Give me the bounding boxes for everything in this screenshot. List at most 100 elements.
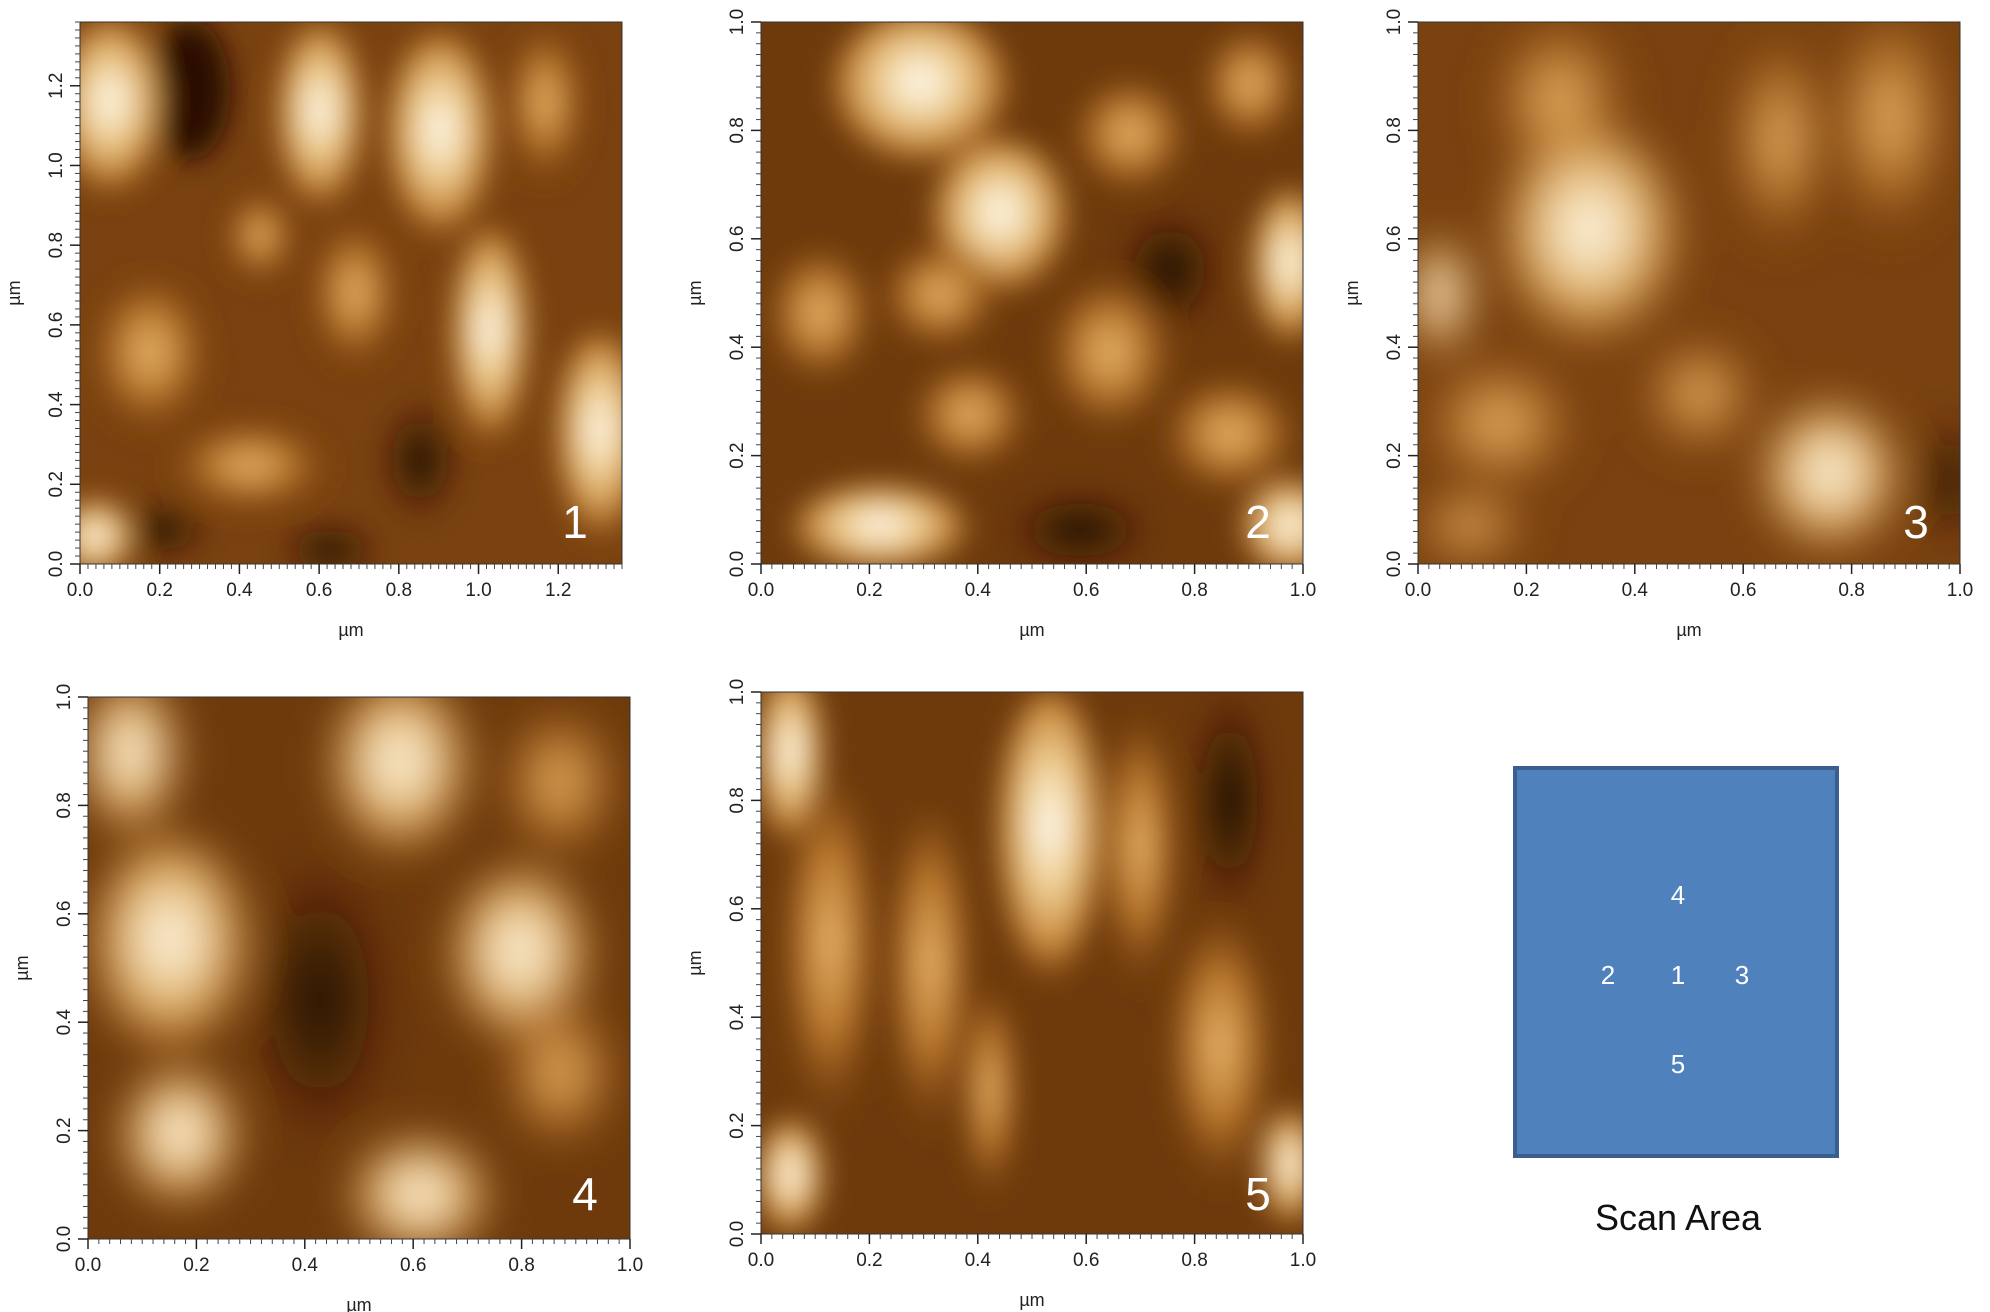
panel-label-3: 3 bbox=[1903, 496, 1929, 548]
scan-area-diagram: 4 2 1 3 5 Scan Area bbox=[1513, 766, 1839, 1238]
afm-panel-2: 0.0 0.2 0.4 0.6 0.8 1.0 0.0 0.2 0.4 0.6 0.8 1.0 µm µm… bbox=[685, 9, 1316, 640]
afm-panel-3: 0.0 0.2 0.4 0.6 0.8 1.0 0.0 0.2 0.4 0.6 0.8 1.0 µm µm… bbox=[1342, 9, 1973, 640]
y-tick-label: 1.0 bbox=[1384, 9, 1405, 35]
y-tick-label: 0.6 bbox=[54, 901, 75, 927]
y-axis-unit: µm bbox=[12, 955, 32, 980]
scan-position-4: 4 bbox=[1671, 880, 1685, 910]
x-tick-label: 0.2 bbox=[856, 1250, 882, 1271]
y-tick-label: 0.4 bbox=[54, 1009, 75, 1036]
panel-label-2: 2 bbox=[1245, 496, 1271, 548]
x-tick-label: 0.4 bbox=[226, 580, 253, 601]
y-tick-label: 0.6 bbox=[727, 226, 748, 252]
x-axis-unit: µm bbox=[346, 1295, 371, 1312]
afm-texture-1 bbox=[80, 22, 622, 564]
scan-position-1: 1 bbox=[1671, 960, 1685, 990]
afm-texture-5 bbox=[761, 692, 1303, 1234]
panel-label-1: 1 bbox=[562, 496, 588, 548]
y-tick-label: 0.8 bbox=[727, 117, 748, 143]
x-axis-unit: µm bbox=[338, 620, 363, 640]
x-tick-label: 0.8 bbox=[386, 580, 412, 601]
y-tick-label: 0.2 bbox=[54, 1117, 75, 1143]
y-tick-label: 0.8 bbox=[54, 792, 75, 818]
x-tick-label: 0.8 bbox=[1181, 1250, 1207, 1271]
x-tick-label: 1.2 bbox=[545, 580, 571, 601]
x-tick-label: 1.0 bbox=[1290, 1250, 1316, 1271]
x-tick-label: 0.2 bbox=[856, 580, 882, 601]
x-tick-label: 0.4 bbox=[965, 1250, 992, 1271]
axes-panel-5: 0.0 0.2 0.4 0.6 0.8 1.0 0.0 0.2 0.4 0.6 0.8 1.0 µm µm bbox=[685, 679, 1316, 1310]
panel-label-5: 5 bbox=[1245, 1168, 1271, 1220]
afm-texture-2 bbox=[765, 22, 1303, 564]
y-tick-label: 0.2 bbox=[46, 471, 67, 497]
y-tick-label: 0.8 bbox=[1384, 117, 1405, 143]
x-tick-label: 0.4 bbox=[1622, 580, 1649, 601]
x-tick-label: 0.4 bbox=[965, 580, 992, 601]
afm-panel-1: 0.0 0.2 0.4 0.6 0.8 1.0 1.2 0.0 0.2 0.4 0.6 0.8 1.0 1… bbox=[4, 21, 623, 640]
y-tick-label: 0.0 bbox=[727, 551, 748, 577]
y-tick-label: 0.4 bbox=[46, 391, 67, 418]
x-tick-label: 1.0 bbox=[1947, 580, 1973, 601]
y-tick-label: 1.0 bbox=[727, 679, 748, 705]
y-tick-label: 0.8 bbox=[727, 787, 748, 813]
x-tick-label: 0.8 bbox=[1181, 580, 1207, 601]
y-tick-label: 1.2 bbox=[46, 73, 67, 99]
x-tick-label: 0.0 bbox=[748, 1250, 774, 1271]
x-tick-label: 0.6 bbox=[400, 1255, 426, 1276]
y-tick-label: 0.0 bbox=[727, 1221, 748, 1247]
y-tick-label: 0.4 bbox=[727, 334, 748, 361]
x-tick-label: 0.2 bbox=[146, 580, 172, 601]
axes-panel-2: 0.0 0.2 0.4 0.6 0.8 1.0 0.0 0.2 0.4 0.6 0.8 1.0 µm µm bbox=[685, 9, 1316, 640]
y-tick-label: 0.0 bbox=[46, 551, 67, 577]
scan-area-box bbox=[1513, 766, 1839, 1158]
x-tick-label: 1.0 bbox=[617, 1255, 643, 1276]
x-tick-label: 0.6 bbox=[306, 580, 332, 601]
y-tick-label: 0.6 bbox=[1384, 226, 1405, 252]
x-axis-unit: µm bbox=[1019, 1290, 1044, 1310]
scan-position-2: 2 bbox=[1601, 960, 1615, 990]
y-tick-label: 0.0 bbox=[1384, 551, 1405, 577]
x-axis-unit: µm bbox=[1676, 620, 1701, 640]
x-tick-label: 0.4 bbox=[292, 1255, 319, 1276]
axes-panel-1: 0.0 0.2 0.4 0.6 0.8 1.0 1.2 0.0 0.2 0.4 0.6 0.8 1.0 1… bbox=[4, 21, 623, 640]
y-tick-label: 0.2 bbox=[727, 1112, 748, 1138]
x-tick-label: 0.8 bbox=[1838, 580, 1864, 601]
panel-label-4: 4 bbox=[572, 1168, 598, 1220]
y-tick-label: 1.0 bbox=[54, 684, 75, 710]
y-tick-label: 0.0 bbox=[54, 1226, 75, 1252]
y-tick-label: 0.4 bbox=[1384, 334, 1405, 361]
y-tick-label: 0.2 bbox=[1384, 442, 1405, 468]
x-tick-label: 0.2 bbox=[1513, 580, 1539, 601]
scan-position-5: 5 bbox=[1671, 1049, 1685, 1079]
y-tick-label: 0.4 bbox=[727, 1004, 748, 1031]
afm-texture-3 bbox=[1418, 22, 1960, 564]
x-tick-label: 1.0 bbox=[465, 580, 491, 601]
x-tick-label: 0.0 bbox=[1405, 580, 1431, 601]
afm-texture-4 bbox=[88, 697, 620, 1239]
x-tick-label: 0.6 bbox=[1730, 580, 1756, 601]
scan-area-caption: Scan Area bbox=[1595, 1197, 1762, 1238]
x-tick-label: 0.8 bbox=[508, 1255, 534, 1276]
x-tick-label: 0.6 bbox=[1073, 580, 1099, 601]
x-tick-label: 1.0 bbox=[1290, 580, 1316, 601]
x-axis-unit: µm bbox=[1019, 620, 1044, 640]
y-tick-label: 1.0 bbox=[727, 9, 748, 35]
x-tick-label: 0.2 bbox=[183, 1255, 209, 1276]
x-tick-label: 0.0 bbox=[67, 580, 93, 601]
y-axis-unit: µm bbox=[1342, 280, 1362, 305]
afm-panel-4: 0.0 0.2 0.4 0.6 0.8 1.0 0.0 0.2 0.4 0.6 0.8 1.0 µm µm… bbox=[12, 684, 643, 1312]
y-tick-label: 0.6 bbox=[46, 312, 67, 338]
x-tick-label: 0.6 bbox=[1073, 1250, 1099, 1271]
y-tick-label: 0.2 bbox=[727, 442, 748, 468]
y-tick-label: 0.8 bbox=[46, 232, 67, 258]
axes-panel-3: 0.0 0.2 0.4 0.6 0.8 1.0 0.0 0.2 0.4 0.6 0.8 1.0 µm µm bbox=[1342, 9, 1973, 640]
axes-panel-4: 0.0 0.2 0.4 0.6 0.8 1.0 0.0 0.2 0.4 0.6 0.8 1.0 µm µm bbox=[12, 684, 643, 1312]
x-tick-label: 0.0 bbox=[748, 580, 774, 601]
y-tick-label: 1.0 bbox=[46, 152, 67, 178]
y-tick-label: 0.6 bbox=[727, 896, 748, 922]
y-axis-unit: µm bbox=[685, 280, 705, 305]
afm-panel-5: 0.0 0.2 0.4 0.6 0.8 1.0 0.0 0.2 0.4 0.6 0.8 1.0 µm µm… bbox=[685, 679, 1316, 1310]
x-tick-label: 0.0 bbox=[75, 1255, 101, 1276]
scan-position-3: 3 bbox=[1735, 960, 1749, 990]
y-axis-unit: µm bbox=[4, 280, 24, 305]
